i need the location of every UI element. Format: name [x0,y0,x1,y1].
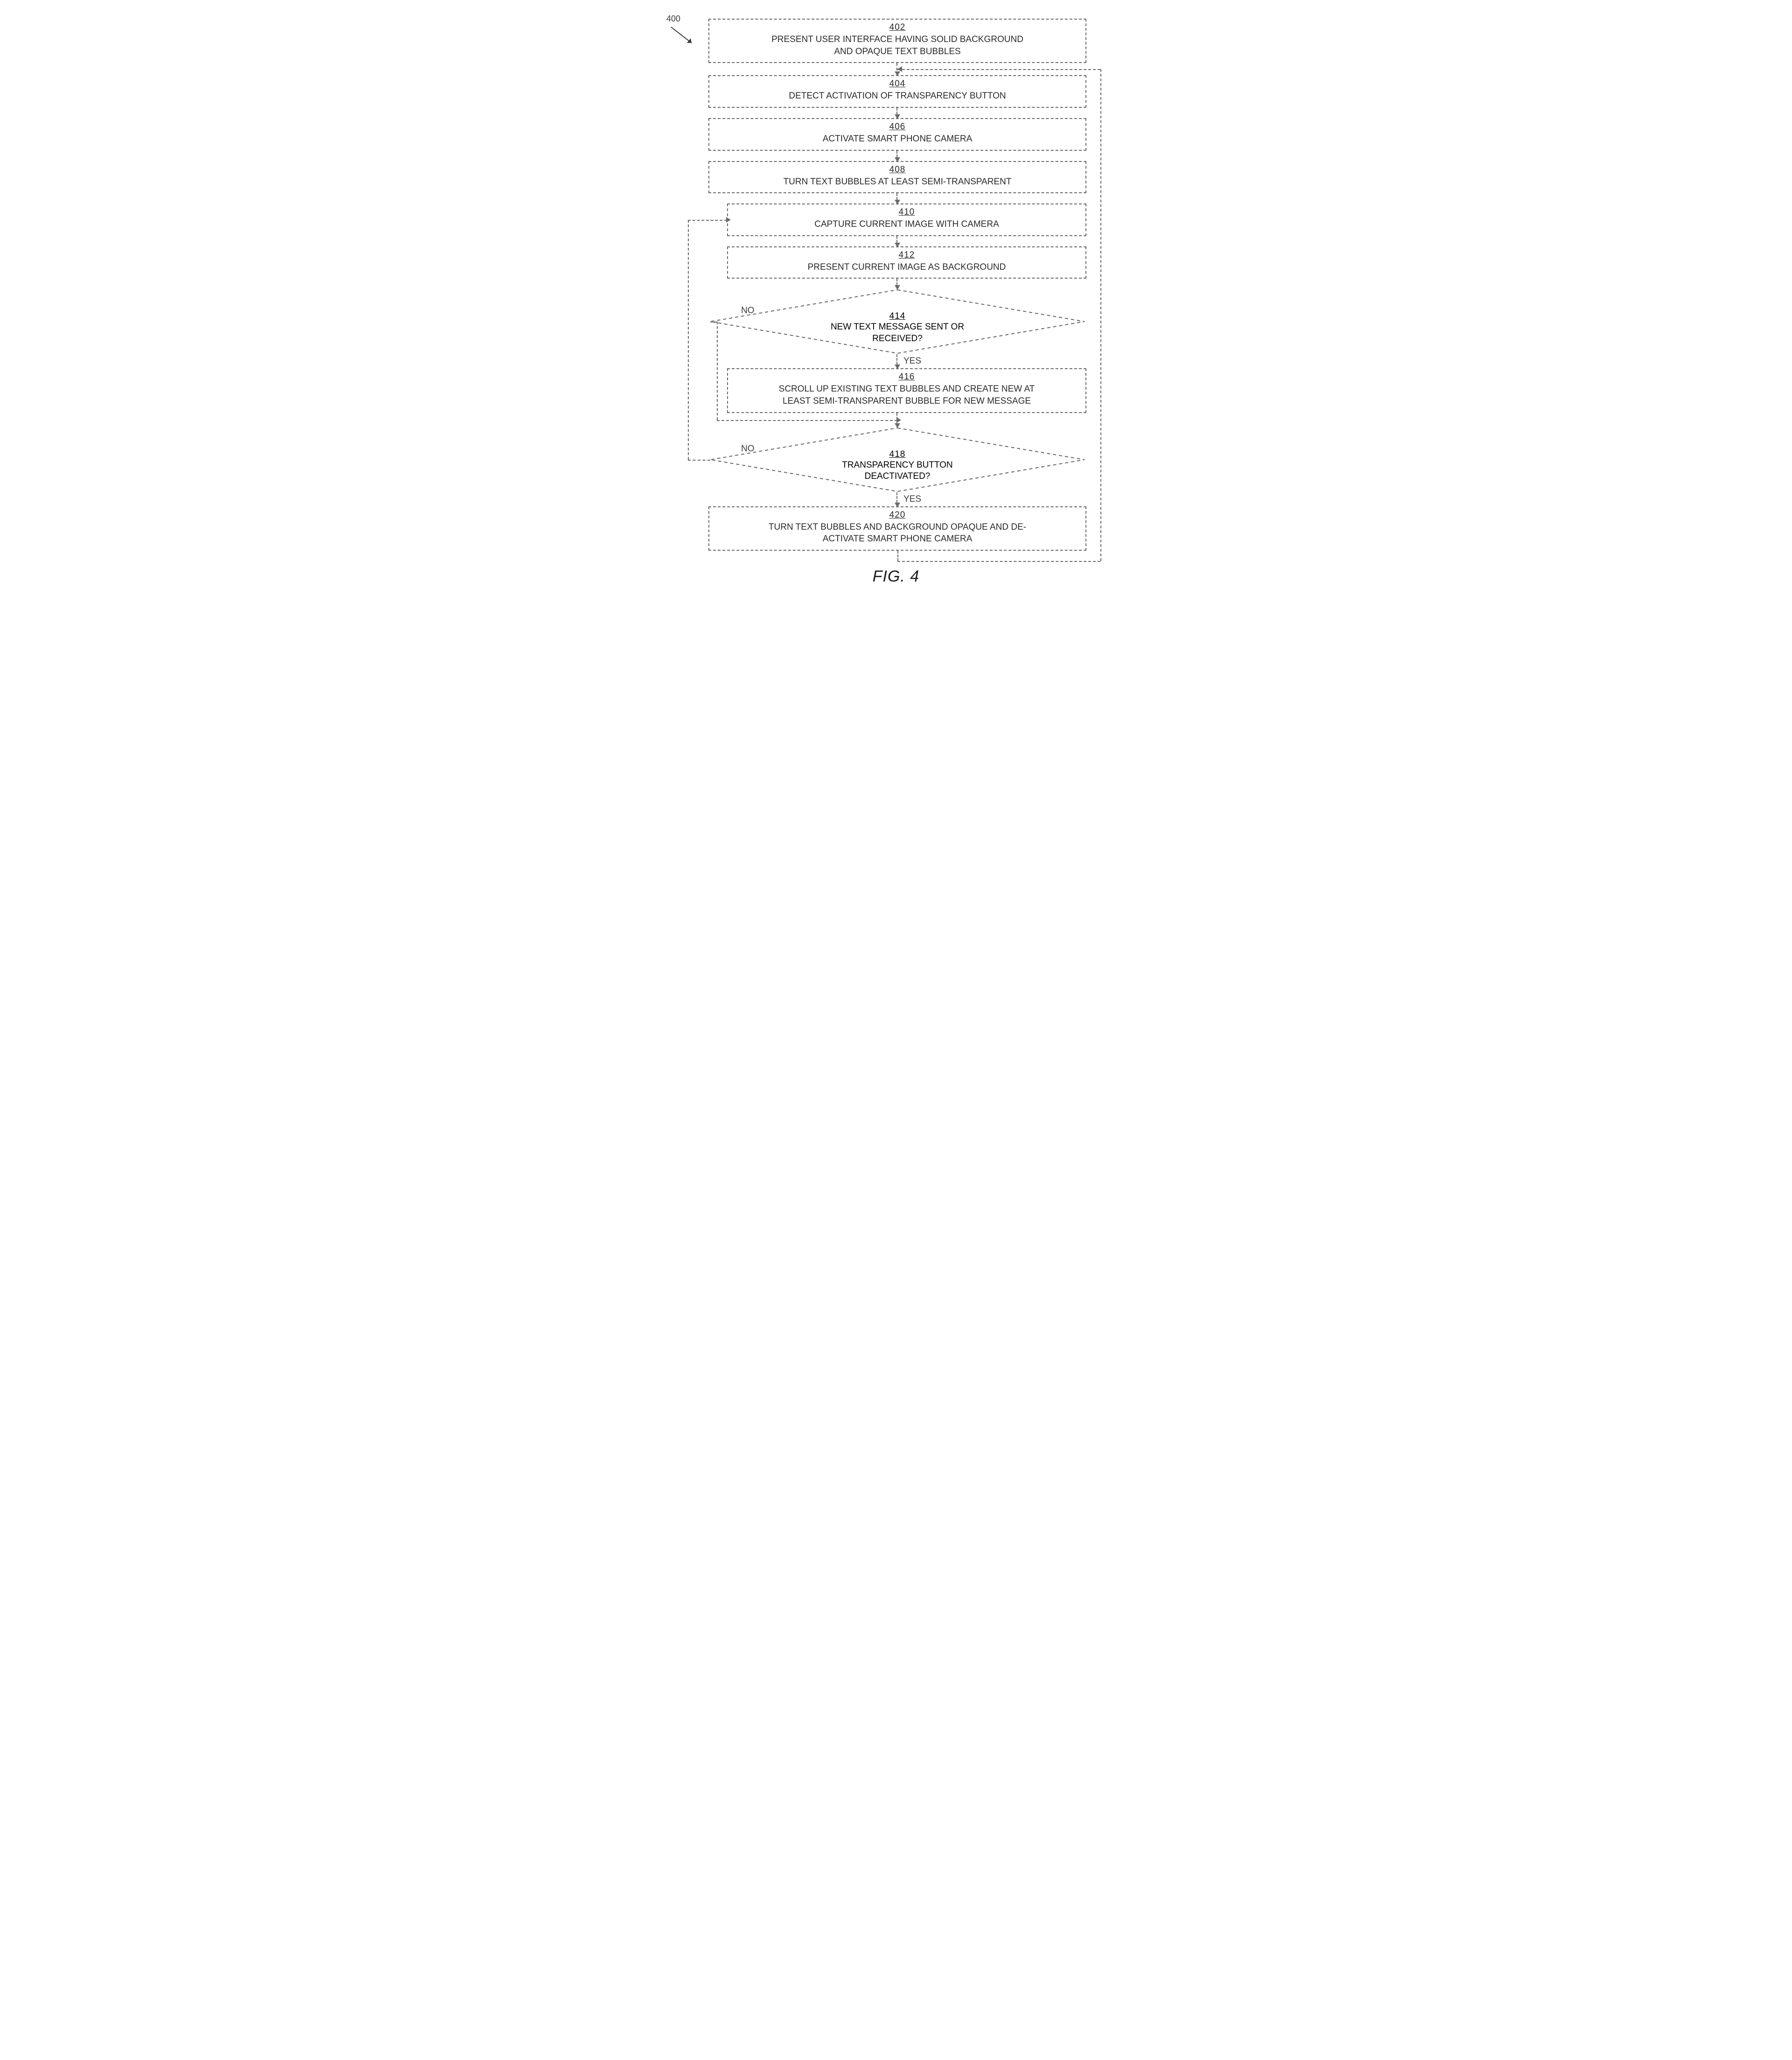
step-412: 412 PRESENT CURRENT IMAGE AS BACKGROUND [727,246,1086,279]
edge-label-no: NO [741,444,755,454]
connector-line [688,460,710,461]
connector-line [688,220,727,221]
step-text: TURN TEXT BUBBLES AND BACKGROUND OPAQUE … [716,521,1079,545]
step-text: PRESENT CURRENT IMAGE AS BACKGROUND [735,261,1079,273]
arrow-down-icon [896,492,898,506]
edge-label-yes: YES [903,494,921,504]
edge-label-yes: YES [903,356,921,366]
decision-number: 418 [708,449,1086,460]
decision-418: 418 TRANSPARENCY BUTTON DEACTIVATED? NO [708,427,1086,492]
decision-text: TRANSPARENCY BUTTON DEACTIVATED? [708,460,1086,483]
arrow-down-icon [896,354,898,368]
step-text: DETECT ACTIVATION OF TRANSPARENCY BUTTON [716,90,1079,102]
connector-line [717,420,897,421]
step-number: 416 [735,372,1079,382]
step-number: 406 [716,122,1079,132]
figure-4-flowchart: 400 402 PRESENT USER INTERFACE HAVING SO… [657,0,1135,604]
connector-line [717,322,718,420]
decision-number: 414 [708,311,1086,322]
arrow-down-icon [896,151,898,161]
reference-number: 400 [666,14,680,24]
step-text: SCROLL UP EXISTING TEXT BUBBLES AND CREA… [735,383,1079,407]
arrow-right-icon [896,417,901,423]
arrow-right-icon [726,217,731,223]
step-420: 420 TURN TEXT BUBBLES AND BACKGROUND OPA… [708,506,1086,551]
decision-text: NEW TEXT MESSAGE SENT OR RECEIVED? [708,322,1086,344]
edge-label-no: NO [741,306,755,316]
step-408: 408 TURN TEXT BUBBLES AT LEAST SEMI-TRAN… [708,161,1086,194]
arrow-down-icon [896,108,898,118]
step-text: CAPTURE CURRENT IMAGE WITH CAMERA [735,218,1079,231]
step-number: 404 [716,79,1079,89]
arrow-down-icon [896,279,898,289]
step-text: PRESENT USER INTERFACE HAVING SOLID BACK… [716,34,1079,57]
arrow-down-icon [896,236,898,246]
step-number: 410 [735,207,1079,217]
step-number: 402 [716,22,1079,33]
figure-caption: FIG. 4 [657,568,1135,586]
connector-line [897,551,898,561]
step-text: TURN TEXT BUBBLES AT LEAST SEMI-TRANSPAR… [716,176,1079,188]
step-402: 402 PRESENT USER INTERFACE HAVING SOLID … [708,19,1086,63]
flow-column: 402 PRESENT USER INTERFACE HAVING SOLID … [708,19,1086,551]
step-410: 410 CAPTURE CURRENT IMAGE WITH CAMERA [727,203,1086,236]
reference-arrow-icon [670,26,698,48]
connector-line [897,561,1100,562]
reference-number-text: 400 [666,14,680,23]
connector-line [1100,69,1101,561]
step-text: ACTIVATE SMART PHONE CAMERA [716,133,1079,145]
arrow-left-icon [897,66,902,72]
step-number: 408 [716,165,1079,175]
connector-line [688,220,689,460]
step-number: 420 [716,510,1079,520]
step-number: 412 [735,250,1079,260]
decision-414: 414 NEW TEXT MESSAGE SENT OR RECEIVED? N… [708,289,1086,354]
connector-line [897,69,1100,70]
arrow-down-icon [896,193,898,203]
step-404: 404 DETECT ACTIVATION OF TRANSPARENCY BU… [708,75,1086,108]
step-406: 406 ACTIVATE SMART PHONE CAMERA [708,118,1086,151]
step-416: 416 SCROLL UP EXISTING TEXT BUBBLES AND … [727,368,1086,413]
